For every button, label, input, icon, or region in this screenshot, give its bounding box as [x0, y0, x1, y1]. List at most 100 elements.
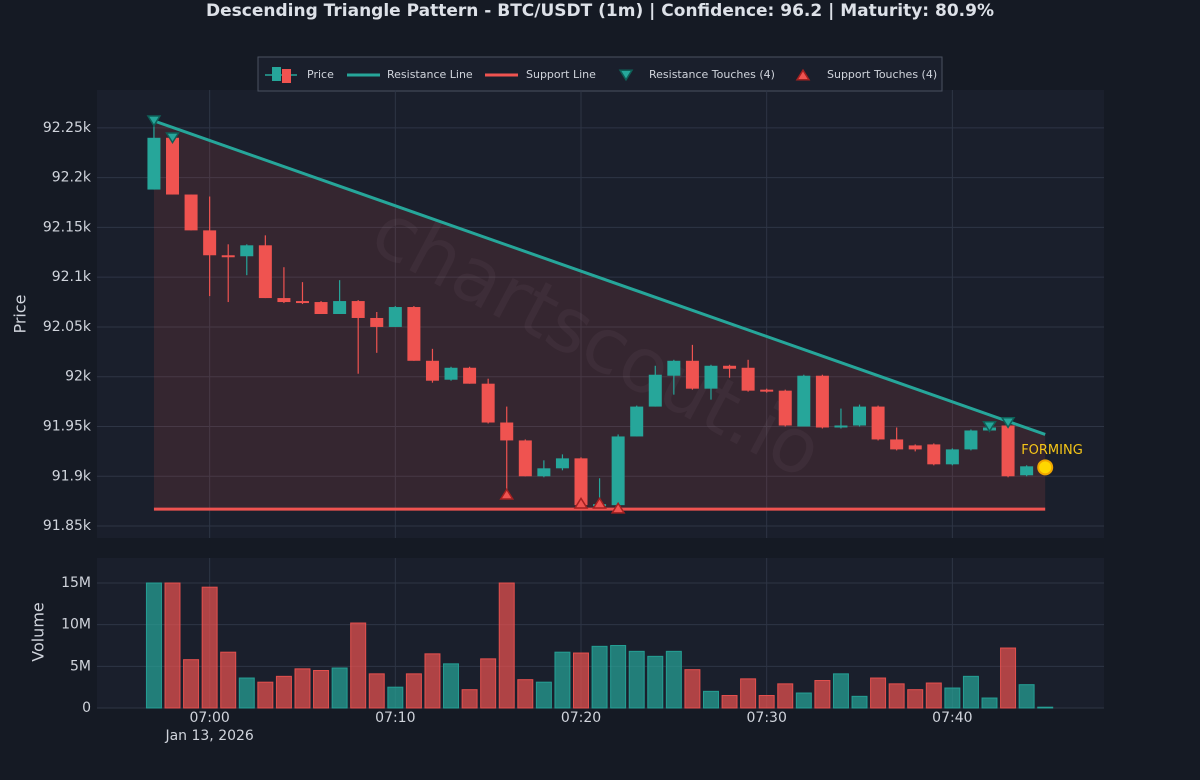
- candle-body: [203, 230, 217, 256]
- chart-title: Descending Triangle Pattern - BTC/USDT (…: [206, 1, 994, 21]
- candle-body: [778, 390, 792, 426]
- annotation: FORMING: [1021, 443, 1083, 458]
- trend-line: [153, 119, 1046, 436]
- candle-body: [1001, 425, 1015, 477]
- candle-body: [927, 444, 941, 465]
- volume-bar: [257, 681, 274, 709]
- y-tick-label: 92.1k: [52, 269, 92, 285]
- volume-bar: [220, 651, 237, 709]
- volume-bar: [591, 645, 608, 709]
- legend-label: Price: [307, 68, 334, 81]
- volume-bar: [164, 582, 181, 709]
- volume-bar: [331, 667, 348, 709]
- volume-bar: [405, 673, 422, 709]
- y-tick-label: 10M: [61, 617, 91, 633]
- volume-bar: [498, 582, 515, 709]
- volume-bar: [721, 695, 738, 709]
- candle-body: [221, 255, 235, 258]
- touch-marker: [982, 420, 997, 433]
- volume-bar: [870, 677, 887, 709]
- volume-bar: [387, 686, 404, 709]
- candle-body: [741, 367, 755, 391]
- y-axis-title: Volume: [29, 602, 48, 662]
- candle-body: [890, 439, 904, 450]
- legend-label: Support Line: [526, 68, 596, 81]
- volume-bar: [758, 695, 775, 709]
- candle-body: [277, 298, 291, 303]
- candle-body: [815, 375, 829, 428]
- legend-icon: [618, 69, 634, 82]
- volume-bar: [573, 652, 590, 709]
- touch-marker: [592, 496, 607, 509]
- candle-body: [444, 367, 458, 380]
- candle-body: [574, 458, 588, 506]
- x-tick-label: 07:20: [561, 710, 601, 726]
- volume-bar: [702, 690, 719, 709]
- touch-marker: [165, 132, 180, 145]
- candle-body: [500, 422, 514, 441]
- legend-label: Resistance Line: [387, 68, 473, 81]
- candle-body: [258, 245, 272, 299]
- volume-bar: [684, 669, 701, 709]
- candle-body: [333, 301, 347, 314]
- candle-body: [908, 445, 922, 450]
- volume-bar: [313, 670, 330, 709]
- candle-body: [723, 365, 737, 369]
- touch-marker: [573, 496, 589, 509]
- candle-body: [704, 365, 718, 389]
- volume-bar: [461, 689, 478, 709]
- volume-bar: [888, 683, 905, 709]
- candle-body: [871, 406, 885, 440]
- volume-bar: [1018, 684, 1035, 709]
- volume-bar: [647, 655, 664, 709]
- forming-marker: [1037, 459, 1054, 476]
- volume-bar: [201, 586, 218, 709]
- candle-body: [964, 430, 978, 450]
- candle-body: [760, 389, 774, 392]
- volume-bar: [517, 679, 534, 709]
- candle-body: [667, 360, 681, 376]
- x-tick-label: 07:30: [747, 710, 787, 726]
- volume-bar: [1000, 647, 1017, 709]
- candle-body: [685, 360, 699, 389]
- volume-bar: [962, 675, 979, 709]
- y-tick-label: 92.25k: [43, 120, 92, 136]
- legend-icon: [795, 68, 811, 81]
- candle-body: [184, 194, 198, 231]
- x-date-label: Jan 13, 2026: [164, 728, 253, 744]
- volume-bar: [944, 687, 961, 709]
- candle-body: [425, 360, 439, 381]
- x-tick-label: 07:40: [932, 710, 972, 726]
- volume-bar: [628, 650, 645, 709]
- y-tick-label: 92.2k: [52, 170, 92, 186]
- candle-body: [1020, 466, 1034, 476]
- candle-body: [240, 245, 254, 257]
- candle-body: [481, 383, 495, 423]
- volume-bar: [443, 663, 460, 709]
- candle-body: [463, 367, 477, 384]
- candle-body: [853, 406, 867, 426]
- volume-bar: [275, 675, 292, 709]
- y-tick-label: 92.05k: [43, 319, 92, 335]
- volume-bar: [145, 582, 162, 709]
- volume-bar: [183, 659, 200, 709]
- candle-body: [370, 317, 384, 327]
- volume-bar: [368, 673, 385, 709]
- volume-bar: [480, 658, 497, 709]
- touch-marker: [1000, 416, 1016, 429]
- volume-bar: [665, 650, 682, 709]
- y-axis-title: Price: [11, 294, 30, 333]
- candle-body: [314, 302, 328, 314]
- candle-body: [166, 137, 180, 195]
- legend-icon: [272, 67, 281, 81]
- volume-bar: [832, 673, 849, 709]
- volume-bar: [294, 668, 311, 709]
- candle-body: [834, 425, 848, 428]
- y-tick-label: 91.95k: [43, 418, 92, 434]
- volume-bar: [907, 689, 924, 709]
- legend-label: Resistance Touches (4): [649, 68, 775, 81]
- y-tick-label: 92k: [65, 369, 92, 385]
- volume-bar: [777, 683, 794, 709]
- touch-marker: [610, 501, 626, 514]
